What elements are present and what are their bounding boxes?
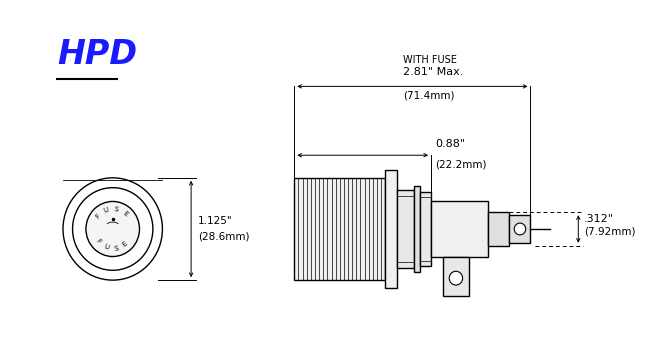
Text: WITH FUSE: WITH FUSE	[403, 55, 457, 65]
Text: 1.125": 1.125"	[198, 216, 232, 226]
Text: E: E	[121, 240, 128, 248]
Text: U: U	[103, 207, 110, 214]
Circle shape	[449, 271, 462, 285]
Text: S: S	[114, 245, 119, 252]
Bar	[397, 190, 414, 268]
Text: (28.6mm): (28.6mm)	[198, 232, 250, 242]
Text: S: S	[114, 206, 119, 213]
Text: F: F	[94, 213, 102, 220]
Bar	[420, 192, 431, 266]
Text: U: U	[103, 244, 110, 251]
Text: E: E	[121, 210, 128, 218]
Circle shape	[86, 202, 139, 256]
Text: (7.92mm): (7.92mm)	[584, 226, 635, 236]
Text: 0.88": 0.88"	[435, 139, 465, 149]
Bar	[442, 256, 470, 296]
Text: .312": .312"	[584, 214, 614, 224]
Text: (22.2mm): (22.2mm)	[435, 159, 486, 169]
Bar	[431, 202, 488, 256]
Text: 2.81" Max.: 2.81" Max.	[403, 66, 463, 76]
Bar	[414, 186, 420, 272]
Bar	[385, 170, 397, 288]
Circle shape	[514, 223, 526, 235]
Bar	[294, 178, 385, 280]
Bar	[510, 215, 530, 243]
Bar	[488, 212, 510, 246]
Text: F: F	[94, 238, 102, 245]
Text: HPD: HPD	[57, 38, 137, 71]
Text: (71.4mm): (71.4mm)	[403, 90, 454, 100]
